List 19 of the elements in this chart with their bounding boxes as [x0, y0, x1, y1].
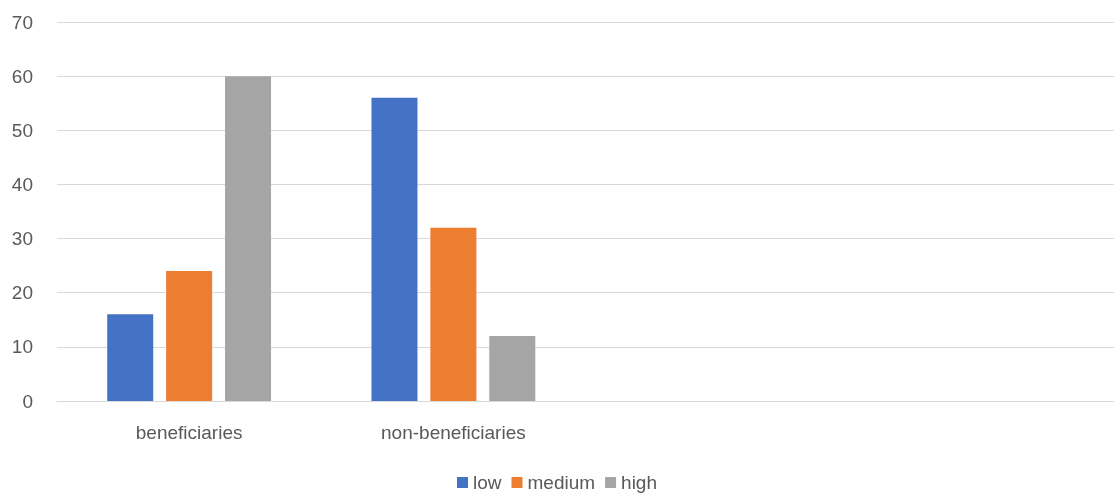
y-tick-label: 20 — [11, 282, 33, 304]
bar — [225, 76, 272, 401]
bar — [430, 227, 477, 401]
legend-label: medium — [527, 472, 596, 493]
legend-label: low — [473, 472, 502, 493]
y-tick-label: 10 — [11, 336, 33, 358]
bar — [489, 336, 536, 401]
bar — [166, 271, 213, 401]
x-tick-label: beneficiaries — [135, 422, 243, 443]
y-tick-label: 60 — [11, 65, 33, 87]
legend-label: high — [621, 472, 657, 493]
bar — [371, 97, 418, 401]
bar — [107, 314, 154, 401]
x-tick-label: non-beneficiaries — [381, 422, 526, 443]
y-tick-label: 0 — [22, 390, 33, 412]
y-tick-label: 70 — [11, 11, 33, 33]
y-tick-label: 30 — [11, 228, 33, 250]
y-tick-label: 50 — [11, 119, 33, 141]
y-tick-label: 40 — [11, 173, 33, 195]
